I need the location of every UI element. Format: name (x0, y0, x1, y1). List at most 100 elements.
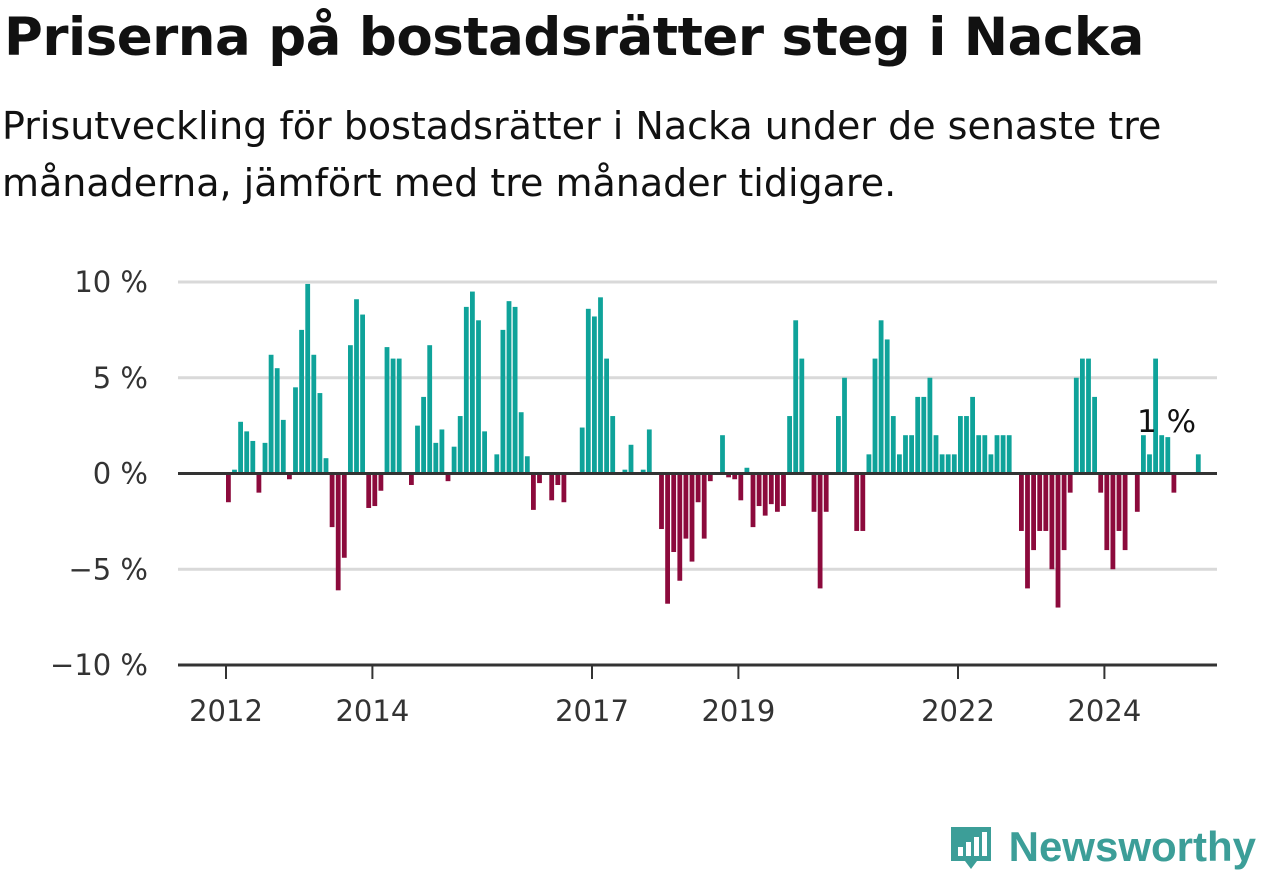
bar (793, 320, 799, 474)
bar (476, 320, 481, 474)
bar (1122, 473, 1128, 551)
bar (951, 454, 957, 474)
bar (329, 473, 335, 528)
bar (762, 473, 768, 516)
bar (598, 297, 603, 474)
bar (531, 473, 536, 510)
bar (799, 358, 805, 474)
bar (1110, 473, 1116, 570)
bar (579, 427, 585, 474)
bar (585, 308, 591, 474)
bar (750, 473, 756, 528)
bar (872, 358, 878, 474)
bar (299, 329, 304, 474)
bar (451, 446, 457, 474)
bar (915, 396, 921, 474)
bar (964, 416, 969, 474)
bar (500, 329, 506, 474)
bar (1031, 473, 1036, 551)
bar (506, 301, 512, 474)
bar (897, 454, 902, 474)
bar (537, 473, 542, 484)
bar (1195, 454, 1201, 474)
bar (921, 396, 927, 474)
bar (335, 473, 341, 591)
tick-labels: 10 % 5 % 0 % −5 % −10 % 2012 2014 2017 2019 2022 2… (50, 265, 1196, 728)
bar (1092, 396, 1097, 474)
bar (244, 431, 250, 474)
bar (433, 442, 439, 474)
bar (1055, 473, 1061, 608)
bar (659, 473, 664, 530)
bar (1080, 358, 1085, 474)
bar (280, 419, 286, 474)
bar (415, 425, 420, 474)
bars (226, 283, 1201, 608)
chart-title: Priserna på bostadsrätter steg i Nacka (4, 7, 1144, 68)
bar (366, 473, 372, 508)
bar (555, 473, 561, 485)
bar (226, 473, 231, 503)
bar (372, 473, 378, 507)
bar (1049, 473, 1055, 570)
bar (604, 358, 609, 474)
bar (836, 416, 841, 474)
bar (787, 416, 792, 474)
bar (695, 473, 701, 503)
bar (384, 347, 390, 474)
bar (518, 412, 524, 474)
y-tick-label: 5 % (93, 361, 148, 395)
bar (854, 473, 860, 531)
bar (909, 435, 914, 474)
bar (933, 435, 939, 474)
x-tick-label: 2022 (921, 694, 995, 728)
bar (1104, 473, 1110, 551)
bar (1025, 473, 1030, 589)
last-value-label: 1 % (1137, 404, 1196, 440)
bar (409, 473, 414, 485)
bar (988, 454, 994, 474)
bar (1061, 473, 1067, 551)
x-tick-label: 2012 (189, 694, 263, 728)
bar (427, 345, 433, 474)
bar (677, 473, 683, 581)
bar (860, 473, 866, 531)
bar (842, 377, 847, 474)
bar (646, 429, 652, 474)
bar (439, 429, 445, 474)
bar (238, 421, 243, 474)
bar (665, 473, 670, 604)
bar (640, 469, 646, 474)
bar (512, 306, 518, 474)
bar (482, 431, 487, 474)
bar (683, 473, 689, 539)
bar (232, 469, 237, 474)
bar (738, 473, 744, 501)
bar (958, 416, 963, 474)
bar (884, 339, 890, 474)
bar (671, 473, 677, 553)
axes (178, 472, 1217, 679)
bar (256, 473, 262, 493)
bar (360, 314, 365, 474)
bar (250, 440, 256, 474)
bar (348, 345, 353, 474)
bar (1141, 435, 1146, 474)
bar (305, 283, 311, 474)
bar (903, 435, 908, 474)
bar (1153, 358, 1158, 474)
bar (1073, 377, 1079, 474)
bar (1006, 435, 1012, 474)
bar (982, 435, 988, 474)
bar (592, 316, 597, 474)
bar (1116, 473, 1122, 531)
bar (274, 368, 280, 474)
y-tick-label: −10 % (50, 648, 148, 682)
bar (811, 473, 817, 512)
x-tick-label: 2019 (701, 694, 775, 728)
bar (354, 299, 359, 474)
bar (927, 377, 933, 474)
bar (970, 396, 975, 474)
bar (1165, 437, 1171, 474)
